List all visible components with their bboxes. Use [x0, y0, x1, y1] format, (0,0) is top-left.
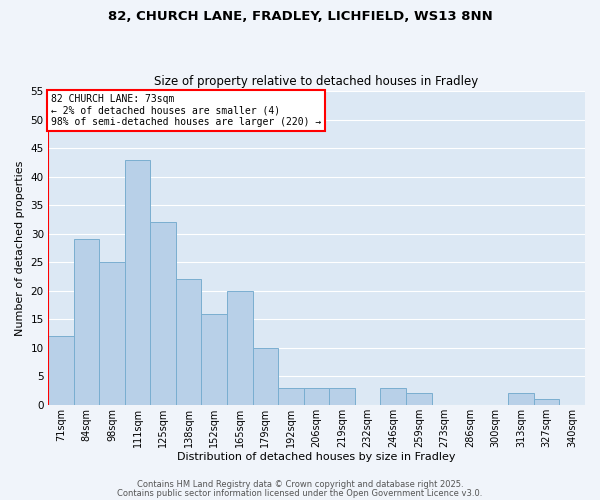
- Bar: [202, 314, 227, 405]
- Y-axis label: Number of detached properties: Number of detached properties: [15, 160, 25, 336]
- Bar: [48, 336, 74, 405]
- Bar: [227, 290, 253, 405]
- X-axis label: Distribution of detached houses by size in Fradley: Distribution of detached houses by size …: [177, 452, 456, 462]
- Bar: [74, 240, 99, 405]
- Text: 82 CHURCH LANE: 73sqm
← 2% of detached houses are smaller (4)
98% of semi-detach: 82 CHURCH LANE: 73sqm ← 2% of detached h…: [50, 94, 321, 127]
- Bar: [508, 394, 534, 405]
- Bar: [406, 394, 431, 405]
- Bar: [253, 348, 278, 405]
- Bar: [125, 160, 150, 405]
- Bar: [99, 262, 125, 405]
- Text: Contains public sector information licensed under the Open Government Licence v3: Contains public sector information licen…: [118, 488, 482, 498]
- Title: Size of property relative to detached houses in Fradley: Size of property relative to detached ho…: [154, 76, 479, 88]
- Bar: [534, 399, 559, 405]
- Bar: [278, 388, 304, 405]
- Bar: [380, 388, 406, 405]
- Bar: [329, 388, 355, 405]
- Bar: [304, 388, 329, 405]
- Bar: [176, 280, 202, 405]
- Text: Contains HM Land Registry data © Crown copyright and database right 2025.: Contains HM Land Registry data © Crown c…: [137, 480, 463, 489]
- Text: 82, CHURCH LANE, FRADLEY, LICHFIELD, WS13 8NN: 82, CHURCH LANE, FRADLEY, LICHFIELD, WS1…: [107, 10, 493, 23]
- Bar: [150, 222, 176, 405]
